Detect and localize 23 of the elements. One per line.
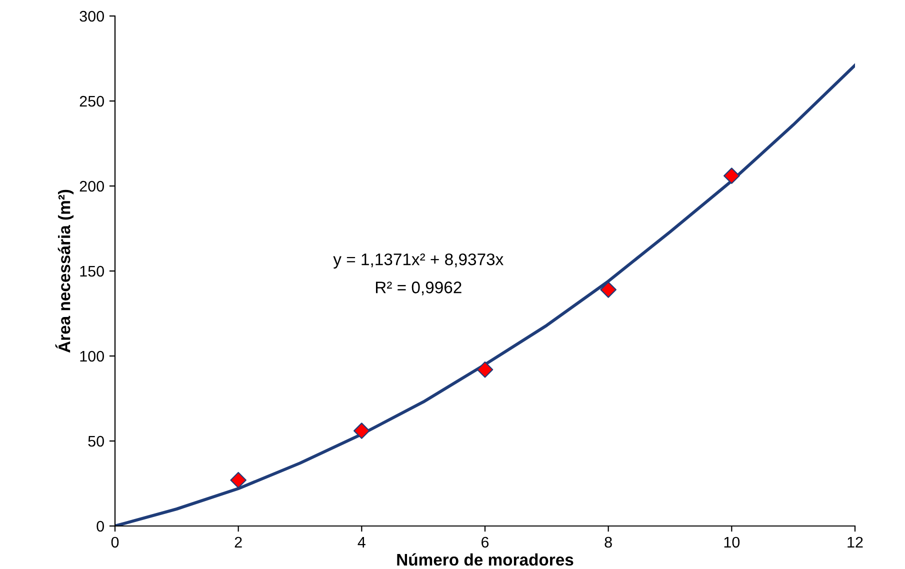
x-tick-label: 0 [111,536,119,548]
y-tick-label: 150 [80,266,104,277]
annotation: y = 1,1371x² + 8,9373x [333,253,504,269]
y-tick-label: 100 [80,350,104,362]
annotation: R² = 0,9962 [376,282,462,296]
y-tick-label: 250 [80,96,104,107]
y-axis-title: Área necessária (m²) [55,190,74,353]
x-tick-label: 8 [604,536,612,548]
point [476,361,494,378]
y-tick-label: 200 [80,180,104,192]
point [354,422,370,439]
x-axis-title: Número de moradores [397,553,574,566]
y-tick-label: 0 [96,520,104,532]
point [724,168,740,184]
point [230,472,246,488]
y-tick-label: 50 [88,436,104,447]
point [600,282,616,298]
x-tick-label: 10 [724,536,740,548]
y-tick-label: 300 [80,10,104,22]
x-tick-label: 12 [848,536,863,548]
x-tick-label: 6 [482,536,489,548]
x-tick-label: 4 [358,536,366,548]
x-tick-label: 2 [234,536,242,548]
